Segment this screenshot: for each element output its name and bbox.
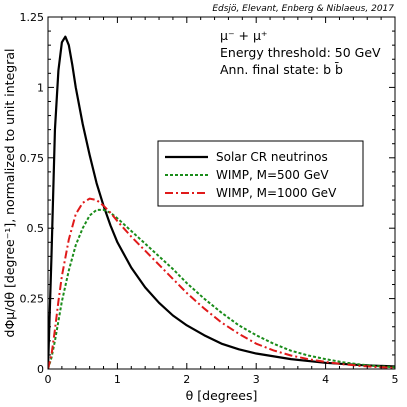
y-axis: 0 0.25 0.5 0.75 1 1.25 [20, 11, 395, 376]
x-tick-label: 2 [183, 373, 190, 386]
y-axis-title: dΦμ/dθ [degree⁻¹], normalized to unit in… [2, 49, 17, 338]
legend-label-3: WIMP, M=1000 GeV [216, 186, 337, 200]
series-line-3 [48, 197, 395, 369]
x-tick-label: 5 [392, 373, 399, 386]
credit-text: Edsjö, Elevant, Enberg & Niblaeus, 2017 [212, 4, 394, 14]
series-line-1 [48, 35, 395, 369]
plot-frame [47, 16, 396, 370]
legend: Solar CR neutrinos WIMP, M=500 GeV WIMP, M… [157, 140, 364, 207]
annotation-final-state: Ann. final state: b b̄ [220, 62, 343, 77]
x-tick-label: 0 [45, 373, 52, 386]
y-tick-label: 1.25 [20, 11, 45, 24]
x-tick-label: 1 [114, 373, 121, 386]
x-axis: 0 1 2 3 4 5 [45, 17, 399, 386]
annotation-threshold: Energy threshold: 50 GeV [220, 45, 381, 60]
y-tick-label: 0.75 [20, 152, 45, 165]
x-tick-label: 4 [322, 373, 329, 386]
x-tick-label: 3 [253, 373, 260, 386]
series-line-2 [48, 208, 395, 369]
legend-label-1: Solar CR neutrinos [216, 150, 328, 164]
y-tick-label: 0 [37, 363, 44, 376]
y-tick-label: 0.5 [27, 222, 45, 235]
y-tick-label: 1 [37, 81, 44, 94]
x-axis-title: θ [degrees] [186, 388, 258, 403]
legend-label-2: WIMP, M=500 GeV [216, 168, 329, 182]
series-layer [48, 35, 395, 369]
y-tick-label: 0.25 [20, 293, 45, 306]
legend-box [157, 140, 364, 207]
annotation-particles: μ⁻ + μ⁺ [220, 28, 268, 43]
